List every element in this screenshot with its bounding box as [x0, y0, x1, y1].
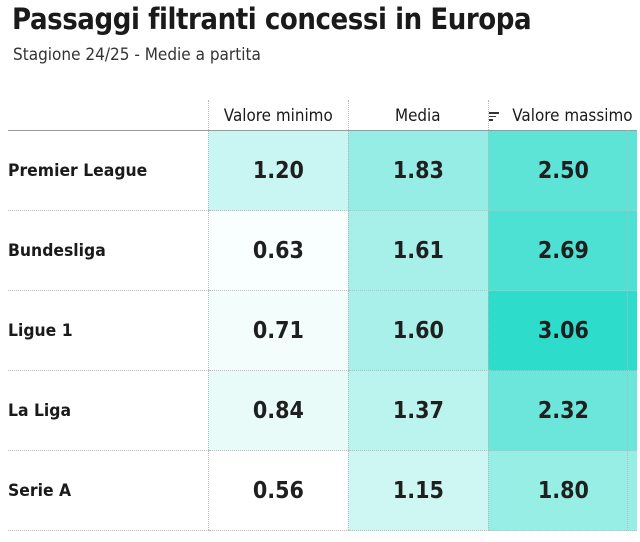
cell-value: 0.56 — [252, 477, 304, 504]
cell-max: 2.69 — [487, 210, 638, 291]
table-row: Premier League 1.20 1.83 2.50 — [8, 130, 638, 211]
cell-max: 2.50 — [487, 130, 638, 211]
right-border — [627, 130, 629, 530]
cell-value: 2.32 — [537, 397, 589, 424]
cell-mean: 1.61 — [347, 210, 488, 291]
row-label-text: Premier League — [8, 160, 148, 181]
table-body: Premier League 1.20 1.83 2.50 Bundesliga 0.63… — [8, 130, 638, 531]
cell-min: 0.71 — [207, 290, 348, 371]
row-label-text: La Liga — [8, 400, 72, 421]
column-header-min-label: Valore minimo — [223, 105, 333, 125]
row-label: Ligue 1 — [8, 290, 208, 371]
cell-value: 2.50 — [537, 157, 589, 184]
cell-max: 3.06 — [487, 290, 638, 371]
cell-value: 1.61 — [392, 237, 444, 264]
heatmap-table: Valore minimo Media Valore massimo Premi… — [8, 100, 638, 531]
cell-value: 3.06 — [537, 317, 589, 344]
cell-min: 0.84 — [207, 370, 348, 451]
cell-value: 1.80 — [537, 477, 589, 504]
column-header-max[interactable]: Valore massimo — [487, 100, 638, 131]
chart-subtitle: Stagione 24/25 - Medie a partita — [13, 45, 261, 65]
cell-value: 0.63 — [252, 237, 304, 264]
row-label: La Liga — [8, 370, 208, 451]
cell-mean: 1.83 — [347, 130, 488, 211]
column-header-max-label: Valore massimo — [511, 105, 633, 125]
column-header-min[interactable]: Valore minimo — [207, 100, 348, 131]
row-label-text: Ligue 1 — [8, 320, 73, 341]
table-row: Serie A 0.56 1.15 1.80 — [8, 450, 638, 531]
header-blank — [8, 100, 208, 131]
row-label-text: Bundesliga — [8, 240, 106, 261]
cell-value: 0.84 — [252, 397, 304, 424]
row-label: Premier League — [8, 130, 208, 211]
cell-value: 0.71 — [252, 317, 304, 344]
row-label: Bundesliga — [8, 210, 208, 291]
table-row: Bundesliga 0.63 1.61 2.69 — [8, 210, 638, 291]
cell-mean: 1.15 — [347, 450, 488, 531]
column-header-mean[interactable]: Media — [347, 100, 488, 131]
cell-mean: 1.37 — [347, 370, 488, 451]
header-row: Valore minimo Media Valore massimo — [8, 100, 638, 131]
cell-max: 1.80 — [487, 450, 638, 531]
cell-min: 0.63 — [207, 210, 348, 291]
row-label: Serie A — [8, 450, 208, 531]
chart-title: Passaggi filtranti concessi in Europa — [12, 2, 532, 36]
cell-value: 1.37 — [392, 397, 444, 424]
row-label-text: Serie A — [8, 480, 72, 501]
cell-value: 1.83 — [392, 157, 444, 184]
column-header-mean-label: Media — [395, 105, 441, 125]
cell-mean: 1.60 — [347, 290, 488, 371]
cell-min: 0.56 — [207, 450, 348, 531]
sort-icon[interactable] — [488, 111, 501, 121]
cell-value: 1.60 — [392, 317, 444, 344]
cell-value: 1.15 — [392, 477, 444, 504]
cell-value: 2.69 — [537, 237, 589, 264]
cell-max: 2.32 — [487, 370, 638, 451]
table-row: Ligue 1 0.71 1.60 3.06 — [8, 290, 638, 371]
table-row: La Liga 0.84 1.37 2.32 — [8, 370, 638, 451]
cell-min: 1.20 — [207, 130, 348, 211]
cell-value: 1.20 — [252, 157, 304, 184]
